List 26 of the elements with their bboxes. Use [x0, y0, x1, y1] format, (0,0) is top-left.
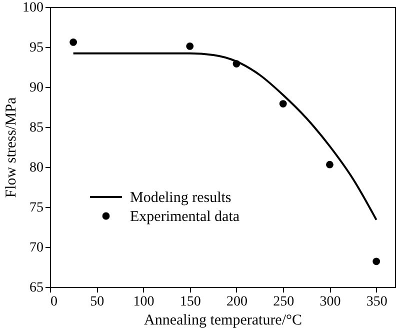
y-axis-title: Flow stress/MPa: [4, 96, 20, 198]
legend-label: Experimental data: [130, 209, 240, 225]
y-tick-label: 70: [30, 240, 44, 256]
y-tick-label: 100: [22, 0, 44, 16]
y-tick-label: 80: [30, 160, 44, 176]
legend-label: Modeling results: [130, 190, 232, 206]
x-tick-label: 100: [133, 294, 154, 310]
x-tick-label: 150: [180, 294, 201, 310]
x-tick-label: 200: [226, 294, 248, 310]
x-axis-title: Annealing temperature/°C: [144, 312, 302, 328]
point: [232, 60, 240, 68]
point: [70, 38, 78, 46]
x-tick-label: 350: [366, 294, 388, 310]
x-tick-label: 250: [273, 294, 294, 310]
point: [279, 100, 287, 108]
x-tick-label: 50: [90, 294, 104, 310]
point: [326, 160, 334, 168]
y-tick-label: 65: [30, 280, 44, 296]
y-tick-label: 90: [30, 80, 44, 96]
x-tick-label: 0: [50, 294, 58, 310]
point: [372, 258, 380, 266]
x-tick-label: 300: [320, 294, 341, 310]
y-tick-label: 75: [30, 200, 44, 216]
y-tick-label: 85: [30, 120, 44, 136]
y-tick-label: 95: [30, 40, 44, 56]
point: [186, 42, 194, 50]
